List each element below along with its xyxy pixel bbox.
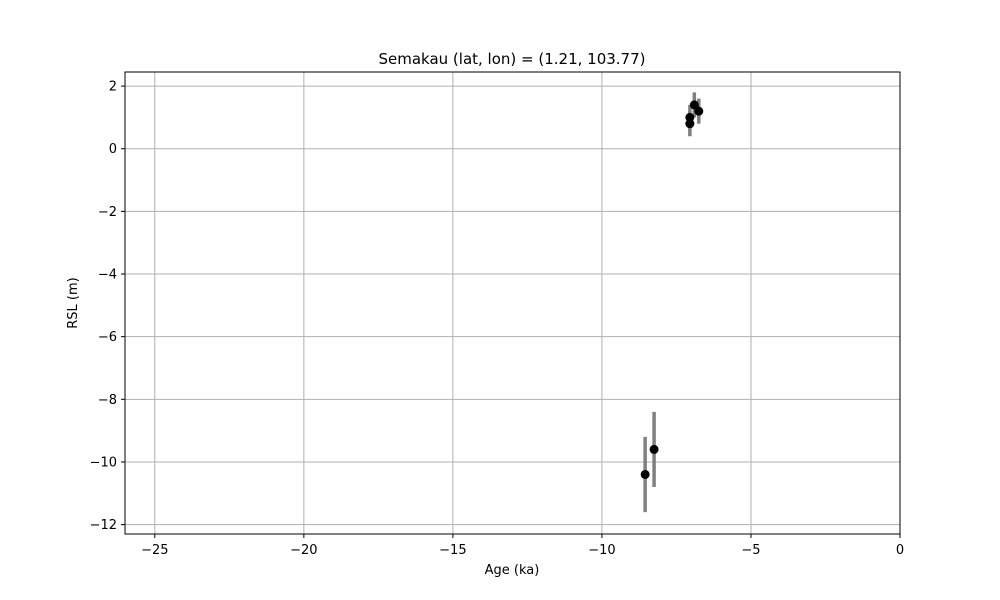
x-tick-label: −15 bbox=[439, 543, 466, 558]
data-point bbox=[694, 106, 704, 116]
data-point bbox=[649, 444, 659, 454]
y-tick-label: 2 bbox=[109, 80, 117, 95]
x-axis-ticks: −25 −20 −15 −10 −5 0 bbox=[141, 534, 904, 558]
y-axis-label: RSL (m) bbox=[66, 277, 81, 328]
chart-title: Semakau (lat, lon) = (1.21, 103.77) bbox=[378, 50, 645, 68]
data-points bbox=[640, 100, 704, 479]
x-axis-label: Age (ka) bbox=[485, 563, 540, 578]
y-tick-label: −8 bbox=[98, 393, 117, 408]
y-tick-label: −10 bbox=[90, 455, 117, 470]
y-tick-label: −2 bbox=[98, 205, 117, 220]
y-tick-label: 0 bbox=[109, 142, 117, 157]
y-tick-label: −4 bbox=[98, 268, 117, 283]
x-tick-label: 0 bbox=[896, 543, 904, 558]
y-tick-label: −6 bbox=[98, 330, 117, 345]
x-tick-label: −20 bbox=[290, 543, 317, 558]
plot-frame bbox=[124, 71, 901, 535]
data-point bbox=[640, 469, 650, 479]
y-axis-ticks: 2 0 −2 −4 −6 −8 −10 −12 bbox=[90, 80, 125, 533]
x-tick-label: −25 bbox=[141, 543, 168, 558]
data-point bbox=[685, 119, 695, 129]
data-point bbox=[685, 112, 695, 122]
x-tick-label: −10 bbox=[588, 543, 615, 558]
y-tick-label: −12 bbox=[90, 518, 117, 533]
x-tick-label: −5 bbox=[741, 543, 760, 558]
data-point bbox=[689, 100, 699, 110]
